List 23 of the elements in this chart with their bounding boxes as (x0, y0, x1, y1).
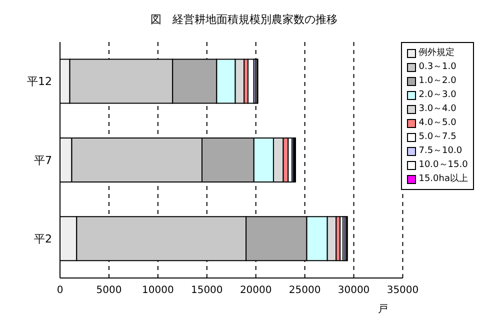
legend-label: 5.0～7.5 (418, 131, 456, 144)
x-tick-label: 0 (56, 285, 64, 296)
x-tick-label: 25000 (288, 285, 321, 296)
legend-label: 7.5～10.0 (418, 145, 462, 158)
legend-label: 例外規定 (418, 46, 455, 60)
legend-label: 3.0～4.0 (418, 103, 456, 116)
x-tick-label: 15000 (190, 285, 223, 296)
x-tick-label: 30000 (338, 285, 370, 296)
y-tick-label: 平2 (34, 232, 52, 246)
legend-label: 0.3～1.0 (418, 61, 456, 74)
legend-label: 10.0～15.0 (418, 159, 468, 172)
x-tick-label: 35000 (386, 285, 419, 296)
x-tick-label: 5000 (96, 285, 122, 296)
legend-label: 1.0～2.0 (418, 75, 456, 88)
y-tick-label: 平7 (34, 154, 52, 167)
legend-label: 4.0～5.0 (418, 117, 456, 130)
legend-label: 2.0～3.0 (418, 89, 456, 102)
x-axis-title: 戸 (378, 303, 388, 316)
x-tick-label: 10000 (142, 285, 174, 296)
legend-label: 15.0ha以上 (418, 172, 468, 186)
y-tick-label: 平12 (27, 75, 52, 88)
x-tick-label: 20000 (240, 285, 272, 296)
chart-title: 図 経営耕地面積規模別農家数の推移 (150, 12, 338, 27)
